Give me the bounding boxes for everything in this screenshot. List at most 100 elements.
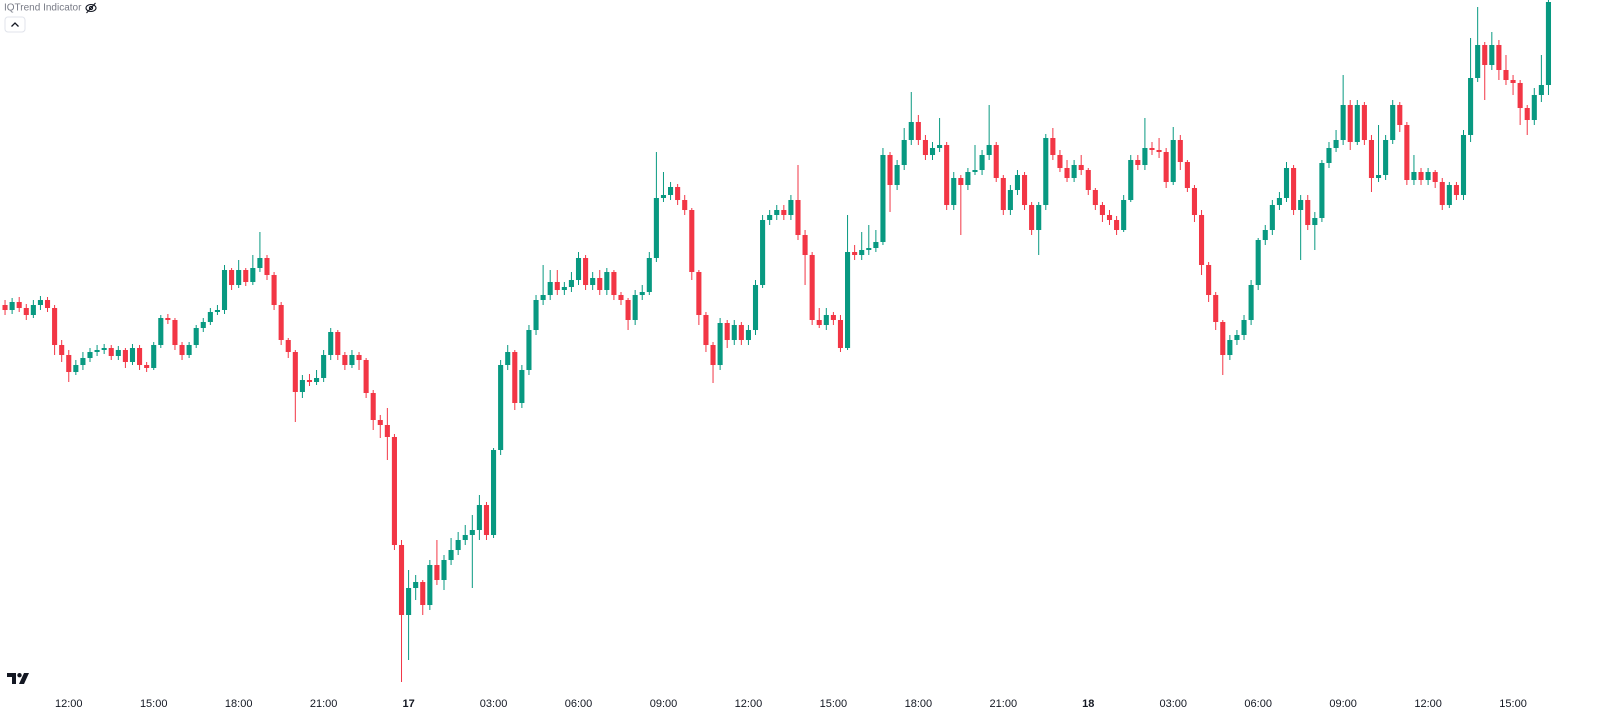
candle-body [944, 145, 950, 205]
x-tick-label: 12:00 [1414, 698, 1442, 710]
candle-body [788, 200, 794, 215]
candle-body [356, 355, 362, 360]
candle-body [1368, 140, 1375, 178]
candle-body [2, 305, 8, 310]
candle-body [476, 505, 482, 530]
candle-body [505, 352, 511, 365]
candle-body [257, 258, 263, 268]
candle-body [830, 315, 836, 320]
candle-body [632, 295, 638, 320]
candle-body [887, 155, 893, 185]
candle-body [158, 318, 164, 345]
candle-body [561, 287, 567, 290]
candle-body [1333, 140, 1339, 148]
candle-body [1432, 172, 1438, 182]
candle-body [391, 437, 397, 545]
candle-body [1036, 205, 1042, 230]
candle-body [901, 140, 907, 165]
candle-body [384, 425, 390, 437]
candle-body [795, 200, 801, 235]
candle-body [1524, 108, 1530, 120]
candle-body [682, 200, 688, 210]
candle-body [703, 315, 709, 345]
candle-body [1545, 2, 1552, 85]
candle-body [44, 300, 51, 308]
candle-body [859, 250, 865, 255]
candle-body [929, 148, 936, 155]
candle-body [398, 545, 405, 615]
candle-body [1269, 205, 1275, 230]
candle-body [1404, 125, 1410, 180]
candle-body [1510, 80, 1516, 83]
candle-body [1099, 205, 1105, 215]
candle-body [866, 248, 872, 250]
candle-body [724, 323, 730, 340]
candle-body [1255, 240, 1261, 285]
candle-body [1446, 185, 1452, 205]
candle-body [526, 330, 532, 370]
candle-body [1078, 165, 1084, 170]
candle-body [498, 365, 504, 450]
candle-body [738, 325, 744, 340]
candle-body [1142, 148, 1148, 165]
candle-body [52, 308, 58, 345]
candle-body [618, 295, 624, 300]
candle-body [908, 122, 914, 140]
candle-body [264, 258, 270, 275]
tradingview-logo[interactable] [7, 673, 29, 684]
candle-body [894, 165, 900, 185]
candle-body [717, 323, 723, 365]
candle-body [462, 535, 468, 540]
x-tick-label: 18:00 [905, 698, 933, 710]
candle-body [271, 275, 277, 305]
candle-body [937, 145, 943, 148]
candle-body [186, 345, 192, 355]
candle-body [1234, 335, 1240, 340]
candle-body [314, 378, 320, 382]
candle-body [1184, 162, 1190, 188]
x-tick-label: 09:00 [1329, 698, 1357, 710]
candle-body [455, 540, 461, 550]
candle-body [823, 315, 829, 325]
candle-body [73, 365, 79, 372]
candle-body [540, 295, 546, 300]
candle-body [1206, 265, 1212, 295]
x-tick-label: 12:00 [55, 698, 83, 710]
candle-body [1092, 190, 1098, 205]
candle-body [583, 258, 589, 285]
candle-body [214, 310, 220, 312]
candle-body [1390, 105, 1396, 140]
candle-body [533, 300, 539, 330]
candle-body [30, 305, 36, 315]
candle-body [1531, 95, 1537, 120]
candle-body [575, 258, 582, 280]
candle-body [299, 380, 305, 392]
candle-body [1156, 150, 1162, 152]
candle-body [781, 210, 787, 215]
candle-body [1163, 152, 1169, 182]
hide-indicator-icon[interactable] [85, 2, 97, 14]
candle-body [547, 282, 553, 295]
candle-body [922, 140, 928, 155]
candle-body [597, 278, 603, 290]
candle-body [1177, 140, 1183, 162]
candle-body [1227, 340, 1233, 355]
candle-body [1014, 175, 1021, 190]
x-tick-label: 15:00 [140, 698, 168, 710]
candle-body [660, 195, 667, 198]
candle-body [1347, 105, 1353, 142]
candle-body [285, 340, 291, 352]
candle-body [349, 355, 355, 365]
candle-body [1135, 160, 1141, 165]
candle-body [1361, 105, 1367, 140]
candle-body [1283, 168, 1290, 198]
candle-body [802, 235, 808, 255]
candle-body [710, 345, 716, 365]
candle-body [448, 550, 454, 560]
candle-body [1340, 105, 1346, 140]
x-tick-label: 15:00 [820, 698, 848, 710]
candle-body [1425, 172, 1431, 180]
collapse-button[interactable] [4, 16, 26, 33]
candle-body [1220, 322, 1226, 355]
